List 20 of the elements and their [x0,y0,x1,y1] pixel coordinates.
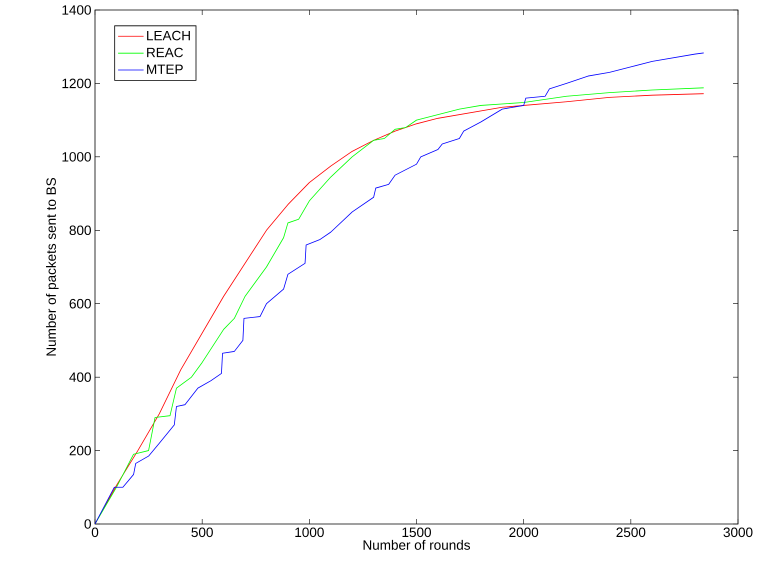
x-tick-label: 1000 [295,528,324,538]
y-tick-label: 1400 [62,5,91,15]
y-tick-label: 1200 [62,78,91,88]
y-tick-label: 200 [70,446,91,456]
y-tick-label: 1000 [62,152,91,162]
legend-label: LEACH [147,30,190,40]
legend-label: REAC [147,48,183,58]
legend-label: MTEP [147,64,183,74]
y-tick-label: 400 [69,372,91,382]
x-tick-label: 0 [92,528,98,538]
y-tick-label: 800 [70,226,91,236]
x-tick-label: 2000 [509,528,538,538]
x-tick-label: 2500 [616,528,646,538]
x-tick-label: 1500 [402,528,431,538]
y-tick-label: 0 [84,519,91,529]
y-axis-title: Number of packets sent to BS [46,178,59,356]
x-tick-label: 3000 [724,528,752,538]
y-tick-label: 600 [70,298,91,308]
x-tick-label: 500 [191,528,213,538]
x-axis-title: Number of rounds [364,540,470,550]
